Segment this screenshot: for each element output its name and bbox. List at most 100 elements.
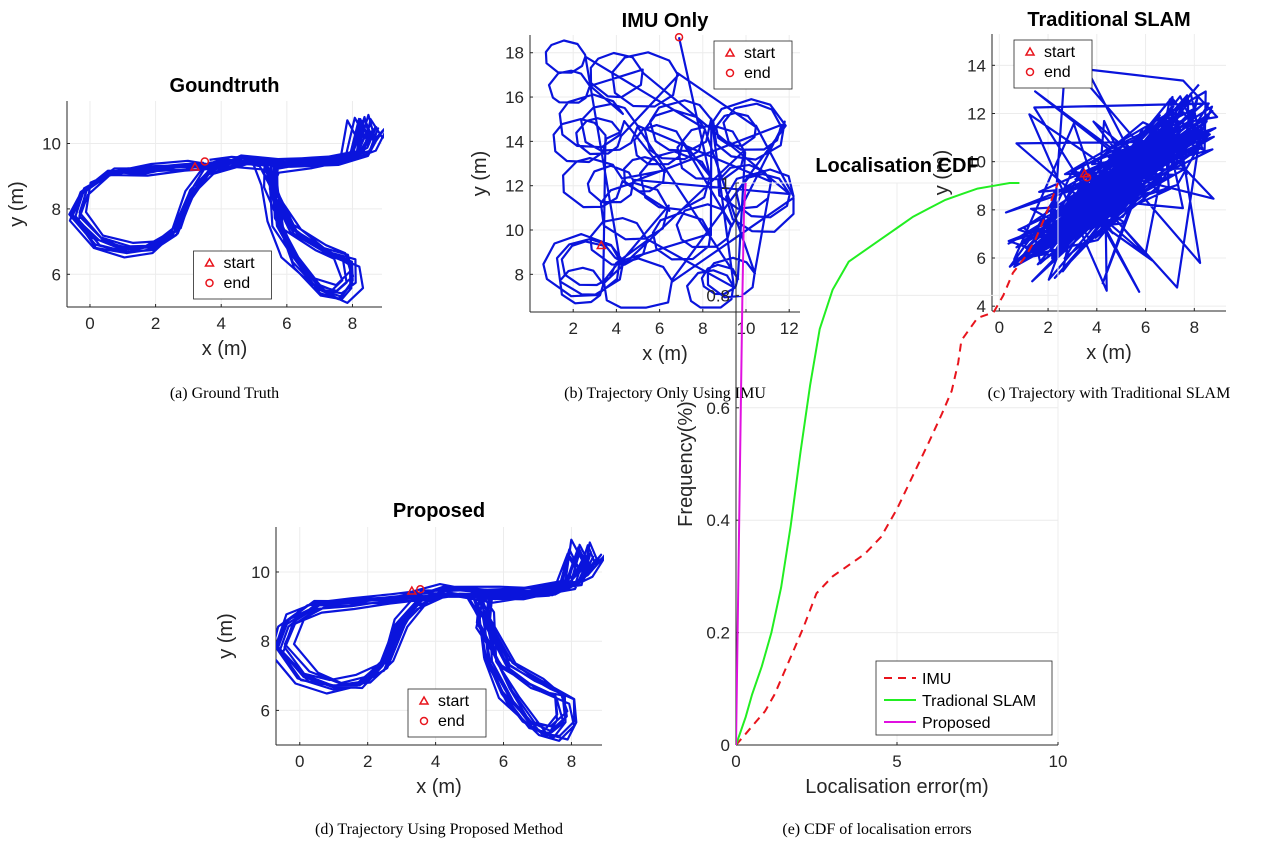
- x-tick-label: 10: [737, 319, 756, 338]
- legend-label-start: start: [438, 693, 470, 710]
- legend: start end: [1013, 39, 1093, 89]
- x-tick-label: 8: [698, 319, 707, 338]
- legend-end-icon: [419, 716, 429, 726]
- x-tick-label: 0: [995, 318, 1004, 337]
- y-tick-label: 16: [505, 88, 524, 107]
- legend-label: Tradional SLAM: [922, 693, 1036, 710]
- y-tick-label: 10: [505, 221, 524, 240]
- legend-label-start: start: [224, 255, 256, 272]
- series-line-tradional-slam: [736, 182, 1020, 745]
- chart-panel-b: 2 4 6 8 10 12 8 10 12 14 16 18 IMU Only x (m) y (m) (b)…: [469, 10, 800, 402]
- y-tick-label: 14: [967, 56, 986, 75]
- y-tick-label: 8: [515, 265, 524, 284]
- y-tick-label: 0.6: [706, 399, 730, 418]
- y-tick-label: 8: [52, 200, 61, 219]
- y-tick-label: 12: [505, 177, 524, 196]
- series-line-imu: [736, 182, 1059, 745]
- legend-end-icon: [725, 68, 735, 78]
- end-marker: [416, 585, 425, 594]
- x-tick-label: 4: [431, 752, 440, 771]
- plot-marks: IMU Tradional SLAM Proposed: [736, 182, 1059, 745]
- legend: start end: [713, 40, 793, 90]
- chart-title: Goundtruth: [170, 75, 280, 97]
- y-axis-label: y (m): [215, 613, 237, 659]
- x-tick-label: 8: [1190, 318, 1199, 337]
- legend-box: [713, 40, 793, 90]
- y-tick-label: 10: [967, 153, 986, 172]
- y-tick-label: 12: [967, 104, 986, 123]
- legend: start end: [407, 688, 487, 738]
- legend-box: [193, 250, 272, 300]
- x-tick-label: 8: [348, 314, 357, 333]
- series-line-proposed: [736, 182, 747, 745]
- x-tick-label: 5: [892, 752, 901, 771]
- x-axis-label: Localisation error(m): [805, 776, 988, 798]
- y-tick-label: 8: [977, 201, 986, 220]
- end-marker: [1082, 173, 1092, 182]
- y-axis-label: y (m): [931, 150, 953, 196]
- legend-start-icon: [418, 695, 430, 705]
- y-tick-label: 4: [977, 297, 986, 316]
- legend-label-end: end: [438, 713, 465, 730]
- y-tick-label: 0.4: [706, 511, 730, 530]
- y-axis-label: Frequency(%): [675, 401, 697, 527]
- x-axis-label: x (m): [202, 338, 248, 360]
- y-tick-label: 6: [52, 265, 61, 284]
- figure-caption: (e) CDF of localisation errors: [782, 821, 971, 838]
- x-tick-label: 0: [85, 314, 94, 333]
- x-tick-label: 0: [731, 752, 740, 771]
- start-marker: [406, 585, 418, 595]
- legend-label-end: end: [224, 275, 251, 292]
- plot-marks: [276, 538, 604, 742]
- chart-panel-a: 0 2 4 6 8 6 8 10 Goundtruth x (m) y (m) (a) Ground …: [6, 75, 384, 402]
- legend-box: [1013, 39, 1093, 89]
- chart-title: Proposed: [393, 500, 485, 522]
- legend-label-end: end: [1044, 64, 1071, 81]
- legend-label-start: start: [744, 45, 776, 62]
- x-axis-label: x (m): [1086, 342, 1132, 364]
- x-tick-label: 4: [612, 319, 621, 338]
- y-tick-label: 6: [261, 701, 270, 720]
- chart-title: IMU Only: [622, 10, 710, 32]
- figure-caption: (b) Trajectory Only Using IMU: [564, 385, 766, 402]
- legend-box: [407, 688, 487, 738]
- legend-label-end: end: [744, 65, 771, 82]
- y-tick-label: 10: [251, 563, 270, 582]
- x-tick-label: 2: [363, 752, 372, 771]
- x-tick-label: 6: [655, 319, 664, 338]
- legend-label: Proposed: [922, 715, 991, 732]
- x-tick-label: 2: [1043, 318, 1052, 337]
- y-tick-label: 8: [261, 632, 270, 651]
- x-tick-label: 2: [568, 319, 577, 338]
- figure-caption: (c) Trajectory with Traditional SLAM: [988, 385, 1231, 402]
- y-tick-label: 1: [721, 174, 730, 193]
- y-axis-label: y (m): [469, 151, 491, 197]
- legend: IMU Tradional SLAM Proposed: [875, 660, 1053, 736]
- legend-label: IMU: [922, 671, 951, 688]
- legend-start-icon: [1024, 46, 1036, 56]
- figure-caption: (d) Trajectory Using Proposed Method: [315, 821, 563, 838]
- y-tick-label: 0: [721, 736, 730, 755]
- chart-panel-e: 0 5 10 0 0.2 0.4 0.6 0.8 1 Localisation CDF Locali…: [675, 155, 1067, 838]
- trajectory-line: [542, 36, 795, 309]
- chart-title: Traditional SLAM: [1027, 9, 1190, 31]
- x-tick-label: 12: [780, 319, 799, 338]
- y-axis-label: y (m): [6, 181, 28, 227]
- legend-start-icon: [204, 257, 215, 267]
- trajectory-line: [1004, 57, 1219, 293]
- legend-label-start: start: [1044, 44, 1076, 61]
- legend-end-icon: [1025, 67, 1035, 77]
- x-tick-label: 4: [216, 314, 225, 333]
- chart-panel-c: 0 2 4 6 8 4 6 8 10 12 14 Traditional SLAM x (m) y (m)…: [931, 9, 1230, 402]
- x-tick-label: 6: [499, 752, 508, 771]
- x-tick-label: 10: [1049, 752, 1068, 771]
- x-tick-label: 0: [295, 752, 304, 771]
- end-marker: [674, 32, 684, 42]
- y-tick-label: 14: [505, 132, 524, 151]
- x-tick-label: 2: [151, 314, 160, 333]
- legend: start end: [193, 250, 272, 300]
- legend-start-icon: [724, 47, 736, 57]
- y-tick-label: 6: [977, 249, 986, 268]
- plot-marks: [68, 113, 384, 304]
